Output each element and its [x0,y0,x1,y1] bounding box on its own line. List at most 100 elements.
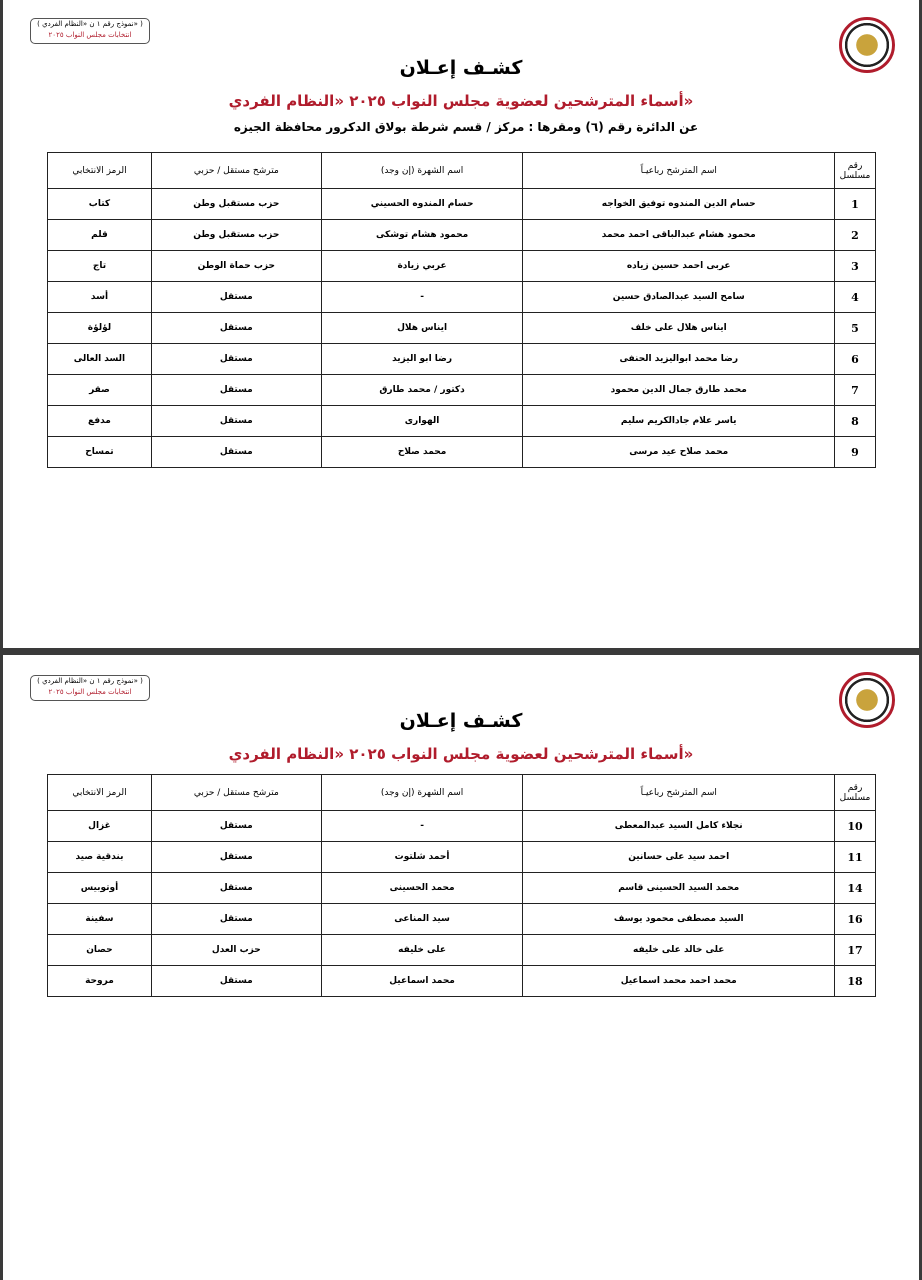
table-row: 8 ياسر علام جادالكريم سليم الهوارى مستقل مدف… [47,405,876,437]
candidates-table: رقم مسلسل اسم المترشح رباعيـاً اسم الشهر… [47,774,876,997]
header-serial: رقم مسلسل [834,774,876,811]
cell-affiliation: مستقل [150,436,322,468]
header-serial: رقم مسلسل [834,152,876,189]
cell-serial: 1 [834,188,876,220]
cell-name: محمود هشام عبدالباقى احمد محمد [522,219,836,251]
cell-symbol: تمساح [47,436,152,468]
cell-symbol: كتاب [47,188,152,220]
cell-name: سامح السيد عبدالصادق حسين [522,281,836,313]
cell-name: عربى احمد حسين زياده [522,250,836,282]
cell-serial: 5 [834,312,876,344]
page-1: ( نموذج رقم ١ ن «النظام الفردي» ) انتخاب… [3,0,919,648]
header-affiliation: مترشح مستقل / حزبي [150,152,322,189]
cell-nickname: الهوارى [320,405,524,437]
cell-affiliation: مستقل [150,374,322,406]
candidates-table: رقم مسلسل اسم المترشح رباعيـاً اسم الشهر… [47,152,876,468]
cell-serial: 16 [834,903,876,935]
cell-affiliation: مستقل [150,281,322,313]
header-symbol: الرمز الانتخابي [47,152,152,189]
cell-symbol: مروحة [47,965,152,997]
table-row: 5 ايناس هلال على خلف ايناس هلال مستقل لؤلؤة [47,312,876,344]
cell-name: محمد احمد محمد اسماعيل [522,965,836,997]
cell-name: محمد طارق جمال الدين محمود [522,374,836,406]
cell-name: ايناس هلال على خلف [522,312,836,344]
cell-affiliation: مستقل [150,405,322,437]
cell-nickname: - [320,810,524,842]
table-row: 16 السيد مصطفى محمود يوسف سيد المناعى مستقل… [47,903,876,935]
table-row: 11 احمد سيد على حسانين أحمد شلتوت مستقل بندق… [47,841,876,873]
cell-affiliation: مستقل [150,810,322,842]
cell-serial: 7 [834,374,876,406]
cell-serial: 4 [834,281,876,313]
cell-affiliation: مستقل [150,343,322,375]
header-nickname: اسم الشهرة (إن وجد) [320,774,524,811]
form-sublabel: انتخابات مجلس النواب ٢٠٢٥ [48,688,132,696]
table-header: رقم مسلسل اسم المترشح رباعيـاً اسم الشهر… [47,152,876,189]
table-row: 7 محمد طارق جمال الدين محمود دكتور / محمد … [47,374,876,406]
page-title: كشـف إعـلان [399,57,523,79]
cell-nickname: دكتور / محمد طارق [320,374,524,406]
header-nickname: اسم الشهرة (إن وجد) [320,152,524,189]
table-row: 14 محمد السيد الحسينى قاسم محمد الحسينى مست… [47,872,876,904]
cell-affiliation: مستقل [150,903,322,935]
cell-serial: 17 [834,934,876,966]
cell-nickname: سيد المناعى [320,903,524,935]
page-subtitle: أسماء المترشحين لعضوية مجلس النواب ٢٠٢٥ … [228,92,694,110]
cell-serial: 3 [834,250,876,282]
cell-symbol: حصان [47,934,152,966]
cell-symbol: قلم [47,219,152,251]
cell-affiliation: مستقل [150,841,322,873]
table-row: 10 نجلاء كامل السيد عبدالمعطى - مستقل غزال [47,810,876,842]
cell-nickname: محمد الحسينى [320,872,524,904]
cell-nickname: حسام المندوه الحسيني [320,188,524,220]
form-label: ( نموذج رقم ١ ن «النظام الفردي» ) [37,677,143,685]
header-name: اسم المترشح رباعيـاً [522,152,836,189]
cell-nickname: على خليفه [320,934,524,966]
form-label-box: ( نموذج رقم ١ ن «النظام الفردي» ) انتخاب… [30,675,150,701]
table-row: 1 حسام الدين المندوه توفيق الخواجه حسام ال… [47,188,876,220]
cell-affiliation: حزب مستقبل وطن [150,188,322,220]
cell-nickname: - [320,281,524,313]
table-row: 4 سامح السيد عبدالصادق حسين - مستقل أسد [47,281,876,313]
form-label: ( نموذج رقم ١ ن «النظام الفردي» ) [37,20,143,28]
cell-name: احمد سيد على حسانين [522,841,836,873]
header-affiliation: مترشح مستقل / حزبي [150,774,322,811]
form-label-box: ( نموذج رقم ١ ن «النظام الفردي» ) انتخاب… [30,18,150,44]
district-info: عن الدائرة رقم (٦) ومقرها : مركز / قسم ش… [233,120,699,134]
cell-name: محمد السيد الحسينى قاسم [522,872,836,904]
cell-affiliation: حزب حماة الوطن [150,250,322,282]
cell-symbol: سفينة [47,903,152,935]
table-row: 2 محمود هشام عبدالباقى احمد محمد محمود هشا… [47,219,876,251]
cell-affiliation: حزب مستقبل وطن [150,219,322,251]
cell-nickname: رضا ابو اليزيد [320,343,524,375]
cell-affiliation: مستقل [150,965,322,997]
form-sublabel: انتخابات مجلس النواب ٢٠٢٥ [48,31,132,39]
cell-symbol: أسد [47,281,152,313]
cell-name: ياسر علام جادالكريم سليم [522,405,836,437]
cell-symbol: غزال [47,810,152,842]
cell-serial: 10 [834,810,876,842]
cell-symbol: لؤلؤة [47,312,152,344]
cell-nickname: محمود هشام توشكى [320,219,524,251]
cell-name: رضا محمد ابواليزيد الحنفى [522,343,836,375]
cell-serial: 14 [834,872,876,904]
table-row: 6 رضا محمد ابواليزيد الحنفى رضا ابو اليزيد… [47,343,876,375]
table-row: 3 عربى احمد حسين زياده عربي زيادة حزب حماة … [47,250,876,282]
cell-serial: 6 [834,343,876,375]
cell-name: على خالد على خليفه [522,934,836,966]
cell-affiliation: مستقل [150,872,322,904]
cell-affiliation: حزب العدل [150,934,322,966]
election-authority-logo [839,17,895,73]
cell-symbol: تاج [47,250,152,282]
cell-serial: 8 [834,405,876,437]
table-header: رقم مسلسل اسم المترشح رباعيـاً اسم الشهر… [47,774,876,811]
cell-name: محمد صلاح عيد مرسى [522,436,836,468]
cell-nickname: عربي زيادة [320,250,524,282]
cell-nickname: محمد اسماعيل [320,965,524,997]
cell-name: السيد مصطفى محمود يوسف [522,903,836,935]
cell-symbol: مدفع [47,405,152,437]
header-name: اسم المترشح رباعيـاً [522,774,836,811]
header-symbol: الرمز الانتخابي [47,774,152,811]
cell-serial: 11 [834,841,876,873]
cell-symbol: بندقية صيد [47,841,152,873]
